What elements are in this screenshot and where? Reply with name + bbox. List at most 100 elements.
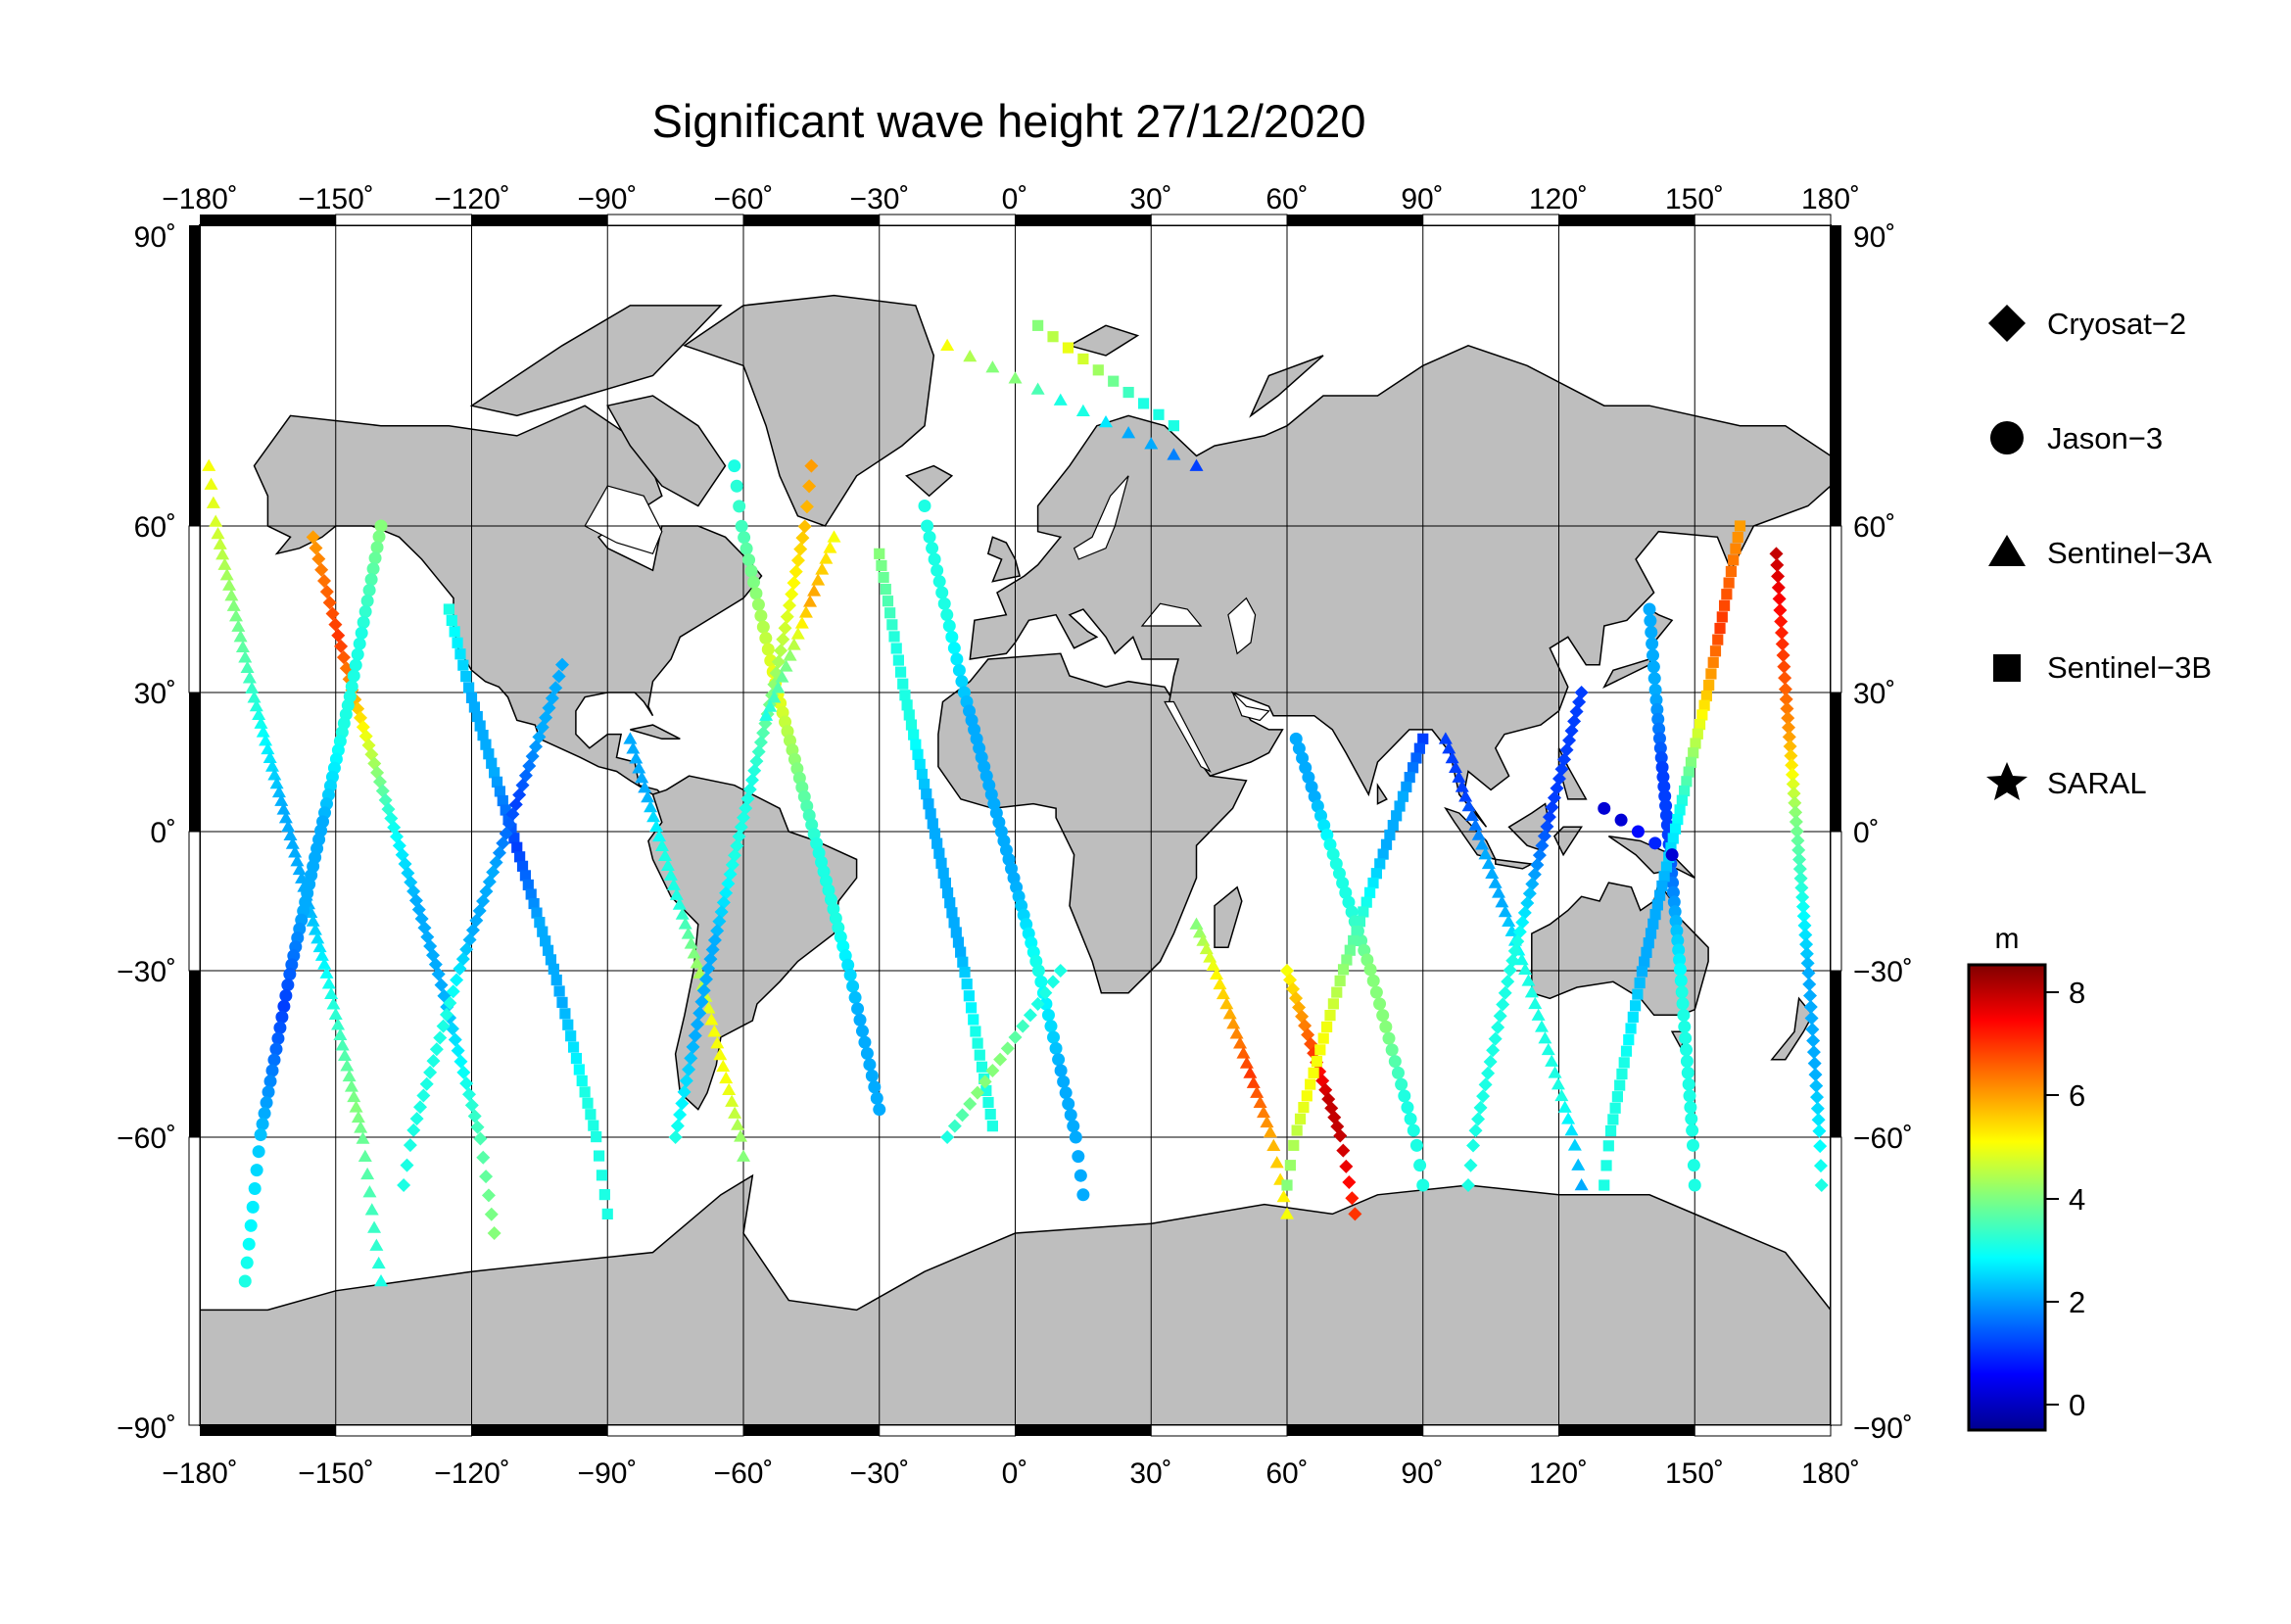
- track-point: [963, 990, 975, 1002]
- track-point: [1311, 1056, 1323, 1068]
- track-point: [1723, 577, 1735, 589]
- track-point: [858, 1035, 872, 1049]
- track-point: [963, 1097, 978, 1111]
- track-point: [1030, 997, 1045, 1011]
- track-point: [1471, 828, 1486, 840]
- track-point: [460, 671, 472, 683]
- track-point: [657, 848, 672, 862]
- track-point: [1794, 881, 1809, 895]
- track-point: [364, 1203, 379, 1216]
- satellite-track: [202, 458, 388, 1287]
- track-point: [751, 597, 765, 611]
- track-point: [756, 726, 771, 740]
- track-point: [1317, 819, 1331, 833]
- track-point: [986, 1121, 998, 1132]
- track-point: [1632, 988, 1644, 1000]
- track-point: [663, 868, 678, 881]
- track-point: [1485, 866, 1500, 879]
- lat-label-right: 0˚: [1853, 817, 1880, 849]
- track-point: [1391, 1066, 1405, 1079]
- track-point: [245, 681, 260, 693]
- track-point: [1812, 1123, 1827, 1138]
- track-point: [1520, 896, 1535, 911]
- track-point: [588, 1120, 599, 1131]
- track-point: [252, 1145, 265, 1159]
- track-point: [1782, 720, 1796, 735]
- lon-label-bottom: 180˚: [1801, 1457, 1860, 1490]
- track-point: [259, 734, 273, 746]
- track-point: [434, 978, 449, 992]
- track-point: [1805, 1023, 1820, 1037]
- track-point: [1525, 877, 1540, 891]
- track-point: [1351, 925, 1362, 937]
- track-point: [1049, 1041, 1063, 1055]
- iceland-land: [905, 464, 954, 498]
- track-point: [731, 1118, 745, 1130]
- track-point: [559, 1008, 571, 1020]
- track-point: [477, 730, 489, 741]
- black-sea-water: [1140, 602, 1203, 627]
- track-point: [551, 669, 566, 684]
- track-point: [562, 1019, 574, 1030]
- track-point: [1696, 709, 1708, 721]
- track-point: [950, 652, 964, 666]
- track-point: [1445, 750, 1459, 764]
- track-point: [362, 1185, 377, 1198]
- track-point: [707, 1025, 722, 1037]
- track-point: [927, 818, 938, 830]
- track-point: [570, 1052, 583, 1065]
- track-point: [238, 1274, 252, 1288]
- track-point: [1681, 1066, 1694, 1079]
- track-point: [1333, 1128, 1348, 1143]
- track-point: [1545, 1054, 1559, 1067]
- track-point: [321, 977, 336, 989]
- track-point: [1512, 925, 1527, 939]
- track-point: [319, 585, 334, 599]
- colorbar-tick-label: 8: [2069, 976, 2085, 1010]
- track-point: [1404, 1112, 1417, 1125]
- track-point: [935, 857, 947, 869]
- track-point: [1527, 867, 1542, 882]
- track-point: [945, 630, 959, 644]
- track-point: [355, 626, 368, 640]
- track-point: [918, 778, 931, 790]
- track-point: [1562, 733, 1577, 747]
- frame-band: [1150, 214, 1288, 226]
- track-point: [1771, 580, 1786, 595]
- lat-label-right: −60˚: [1853, 1122, 1913, 1155]
- track-point: [793, 542, 808, 556]
- track-point: [229, 609, 243, 622]
- track-point: [362, 584, 376, 597]
- track-point: [356, 1131, 370, 1144]
- track-point: [1712, 634, 1724, 645]
- sulawesi-land: [1552, 826, 1583, 857]
- track-point: [690, 956, 704, 969]
- track-point: [1647, 672, 1661, 686]
- track-point: [1398, 1089, 1411, 1103]
- track-point: [1528, 996, 1543, 1010]
- track-point: [841, 958, 855, 972]
- satellite-track: [1598, 801, 1679, 862]
- track-point: [247, 691, 262, 703]
- track-point: [525, 888, 537, 900]
- left-latitude-labels: 90˚ 60˚ 30˚ 0˚ −30˚ −60˚ −90˚: [117, 221, 176, 1445]
- track-point: [1167, 448, 1181, 460]
- track-point: [1341, 954, 1353, 966]
- track-point: [1064, 1108, 1077, 1122]
- track-point: [271, 1031, 285, 1045]
- track-point: [802, 479, 817, 494]
- track-point: [672, 897, 687, 910]
- track-point: [688, 1028, 702, 1043]
- track-point: [1250, 1085, 1265, 1098]
- track-point: [1336, 877, 1350, 890]
- track-point: [899, 690, 911, 701]
- caspian-sea-water: [1227, 597, 1257, 655]
- track-point: [1074, 1169, 1087, 1182]
- track-point: [740, 542, 753, 555]
- track-point: [1656, 880, 1668, 892]
- satellite-track: [1289, 732, 1430, 1192]
- track-point: [970, 1026, 981, 1037]
- track-point: [1782, 730, 1796, 744]
- star-icon: [1986, 762, 2028, 800]
- track-point: [213, 537, 227, 549]
